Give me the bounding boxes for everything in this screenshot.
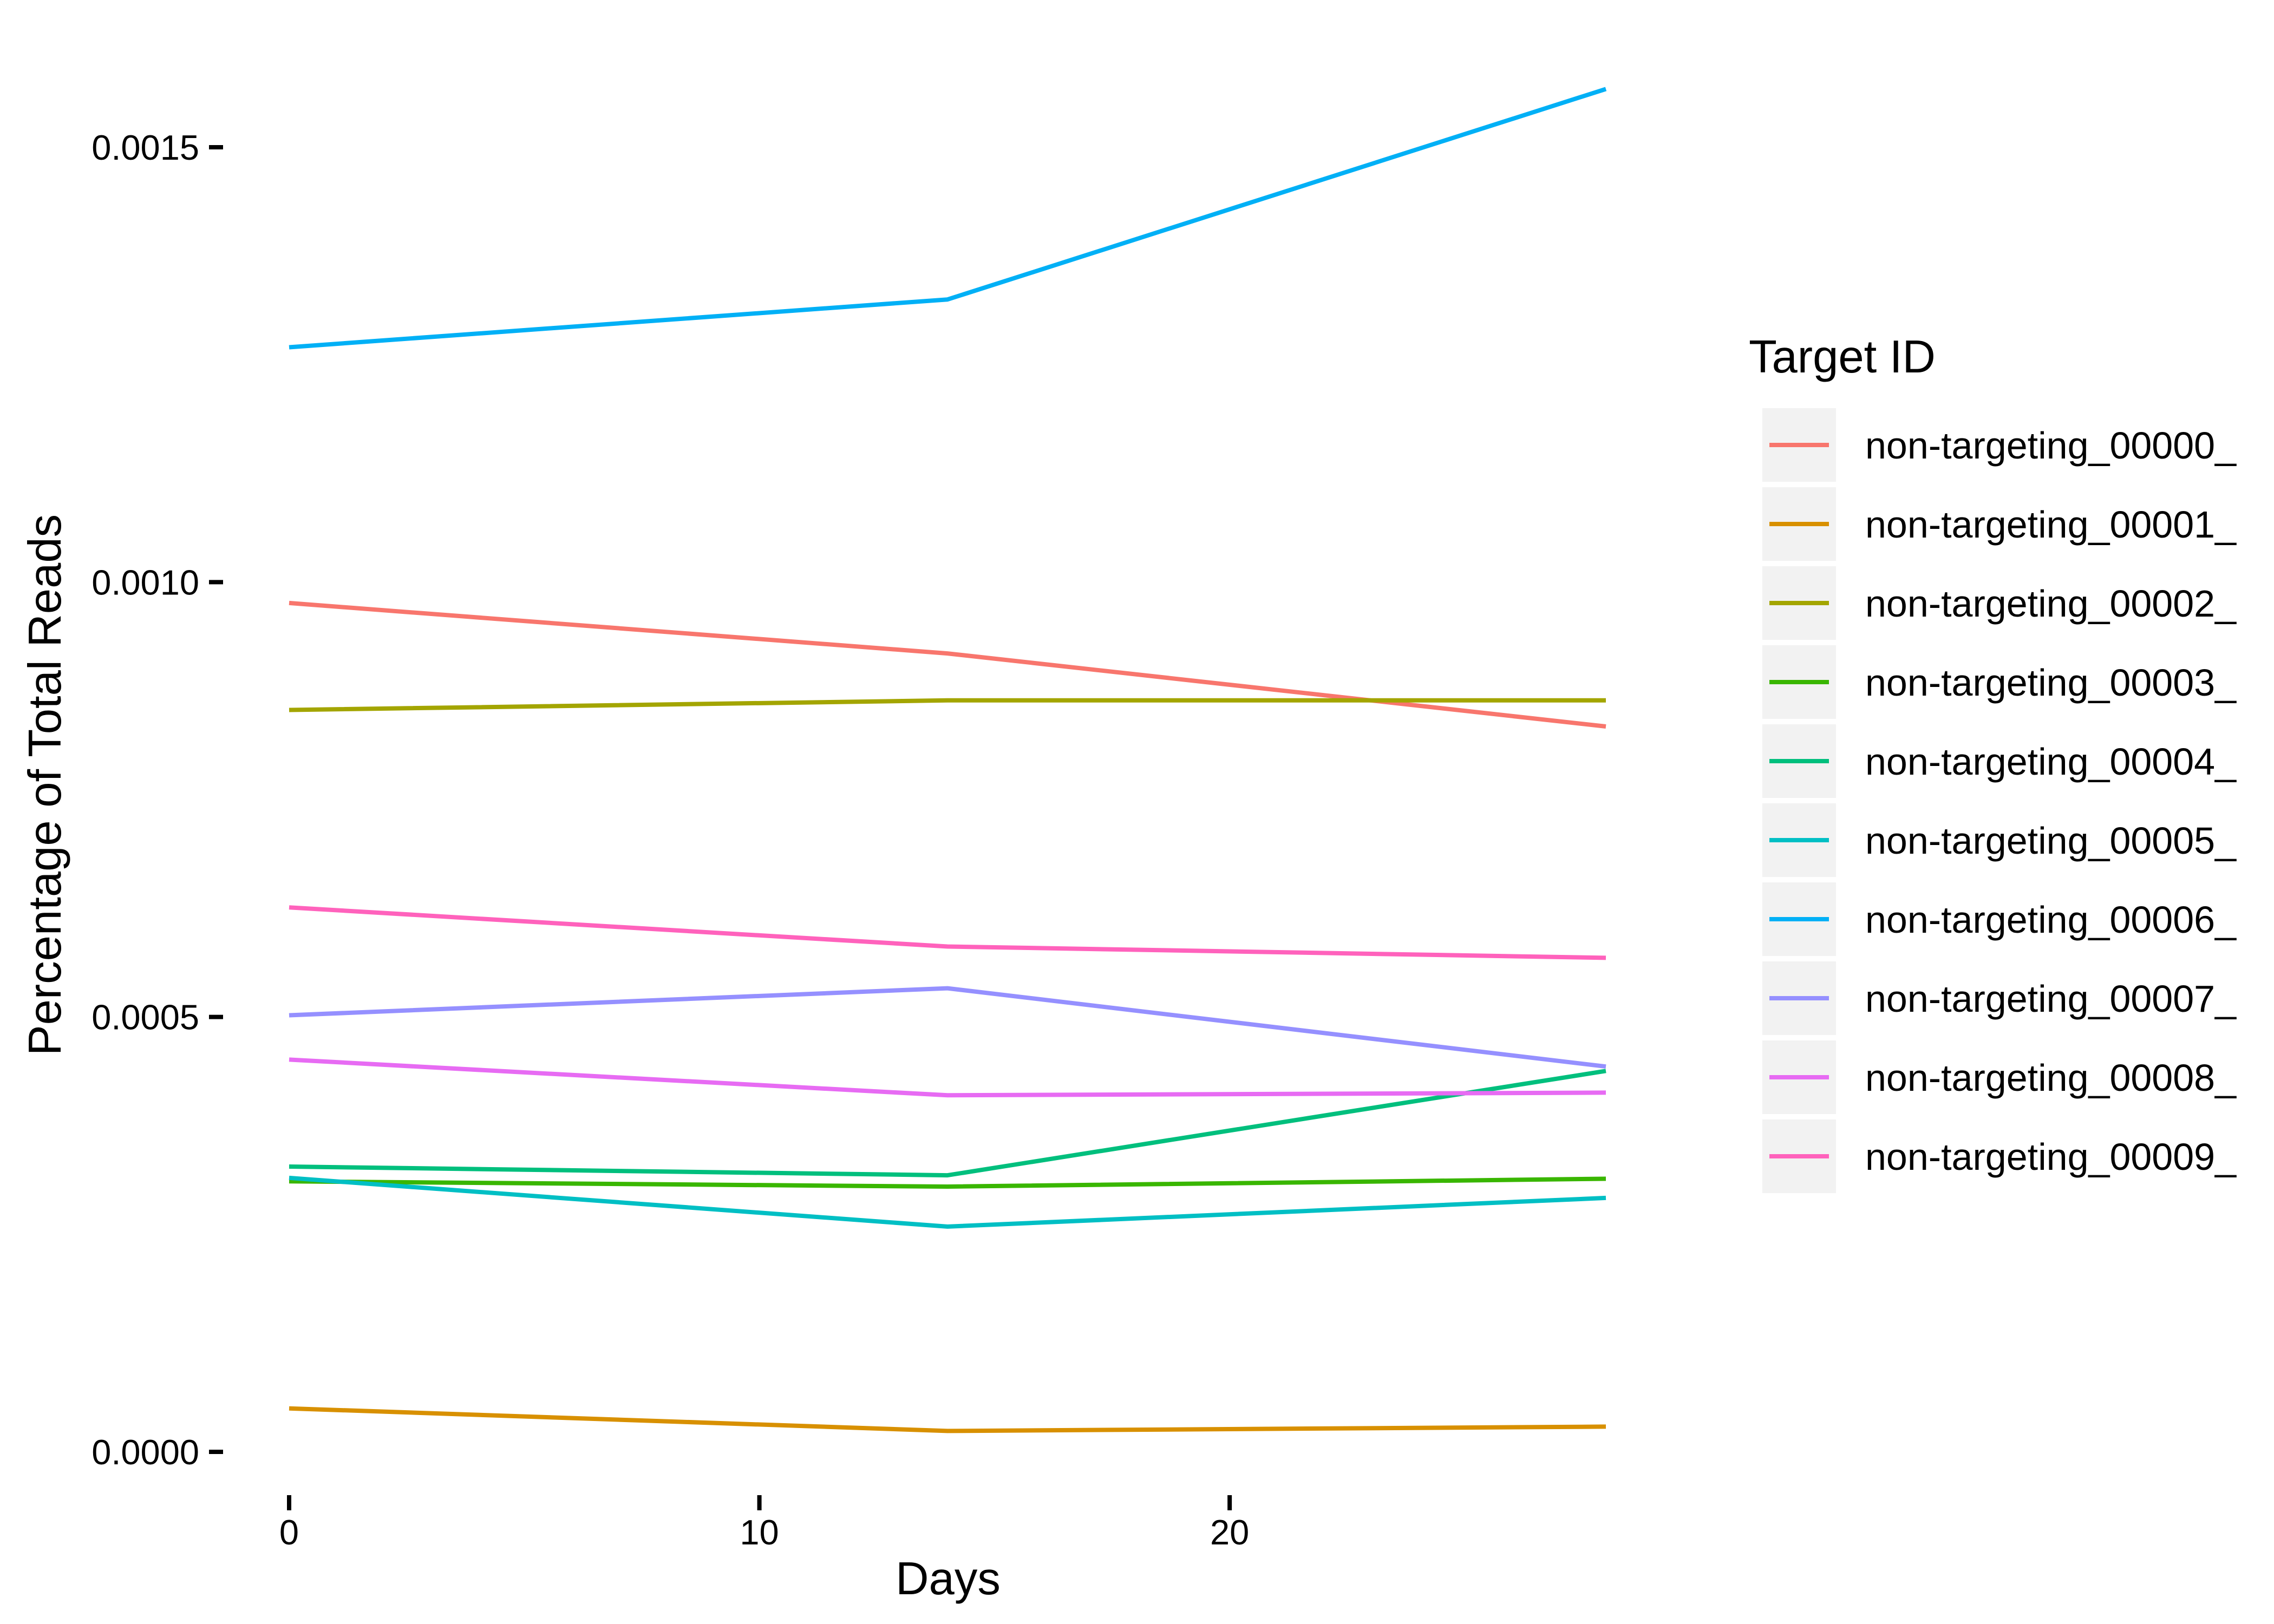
legend-item: non-targeting_00005_	[1762, 803, 2237, 877]
legend-item: non-targeting_00009_	[1762, 1119, 2237, 1193]
legend-item: non-targeting_00008_	[1762, 1040, 2237, 1114]
legend-label: non-targeting_00002_	[1865, 582, 2237, 625]
legend-item: non-targeting_00001_	[1762, 487, 2237, 561]
y-tick-label: 0.0000	[92, 1432, 199, 1472]
y-tick-label: 0.0015	[92, 128, 199, 167]
legend-label: non-targeting_00007_	[1865, 978, 2237, 1020]
legend-items: non-targeting_00000_ non-targeting_00001_…	[1762, 408, 2237, 1193]
series-line-9	[289, 905, 1606, 960]
x-tick-label: 10	[740, 1512, 779, 1552]
legend-item: non-targeting_00003_	[1762, 645, 2237, 719]
legend-label: non-targeting_00000_	[1865, 424, 2237, 467]
x-tick-label: 0	[279, 1512, 299, 1552]
legend-label: non-targeting_00006_	[1865, 899, 2237, 941]
legend: Target ID non-targeting_00000_non-target…	[1749, 331, 2237, 1193]
legend-item: non-targeting_00004_	[1762, 724, 2237, 798]
series-line-7	[289, 986, 1606, 1069]
x-tick-label: 20	[1210, 1512, 1249, 1552]
legend-item: non-targeting_00006_	[1762, 882, 2237, 956]
plot-lines	[289, 87, 1607, 1433]
x-axis-title: Days	[896, 1553, 1001, 1605]
legend-label: non-targeting_00004_	[1865, 741, 2237, 783]
y-tick-label: 0.0005	[92, 998, 199, 1037]
legend-item: non-targeting_00002_	[1762, 566, 2237, 640]
legend-label: non-targeting_00003_	[1865, 662, 2237, 704]
series-line-5	[289, 1175, 1606, 1229]
series-line-4	[289, 1069, 1606, 1178]
legend-label: non-targeting_00001_	[1865, 503, 2237, 546]
y-axis-title: Percentage of Total Reads	[19, 514, 71, 1056]
y-axis: 0.0000 0.0005 0.0010 0.0015	[92, 128, 223, 1472]
legend-item: non-targeting_00000_	[1762, 408, 2237, 482]
legend-label: non-targeting_00009_	[1865, 1136, 2237, 1178]
y-tick-label: 0.0010	[92, 562, 199, 602]
x-axis: 0 10 20	[279, 1495, 1249, 1552]
series-line-1	[289, 1406, 1606, 1433]
series-line-2	[289, 698, 1606, 712]
series-line-6	[289, 87, 1607, 350]
legend-title: Target ID	[1749, 331, 1936, 383]
legend-label: non-targeting_00005_	[1865, 820, 2237, 862]
legend-item: non-targeting_00007_	[1762, 961, 2237, 1035]
series-line-8	[289, 1057, 1606, 1098]
legend-label: non-targeting_00008_	[1865, 1057, 2237, 1099]
series-line-3	[289, 1176, 1606, 1189]
